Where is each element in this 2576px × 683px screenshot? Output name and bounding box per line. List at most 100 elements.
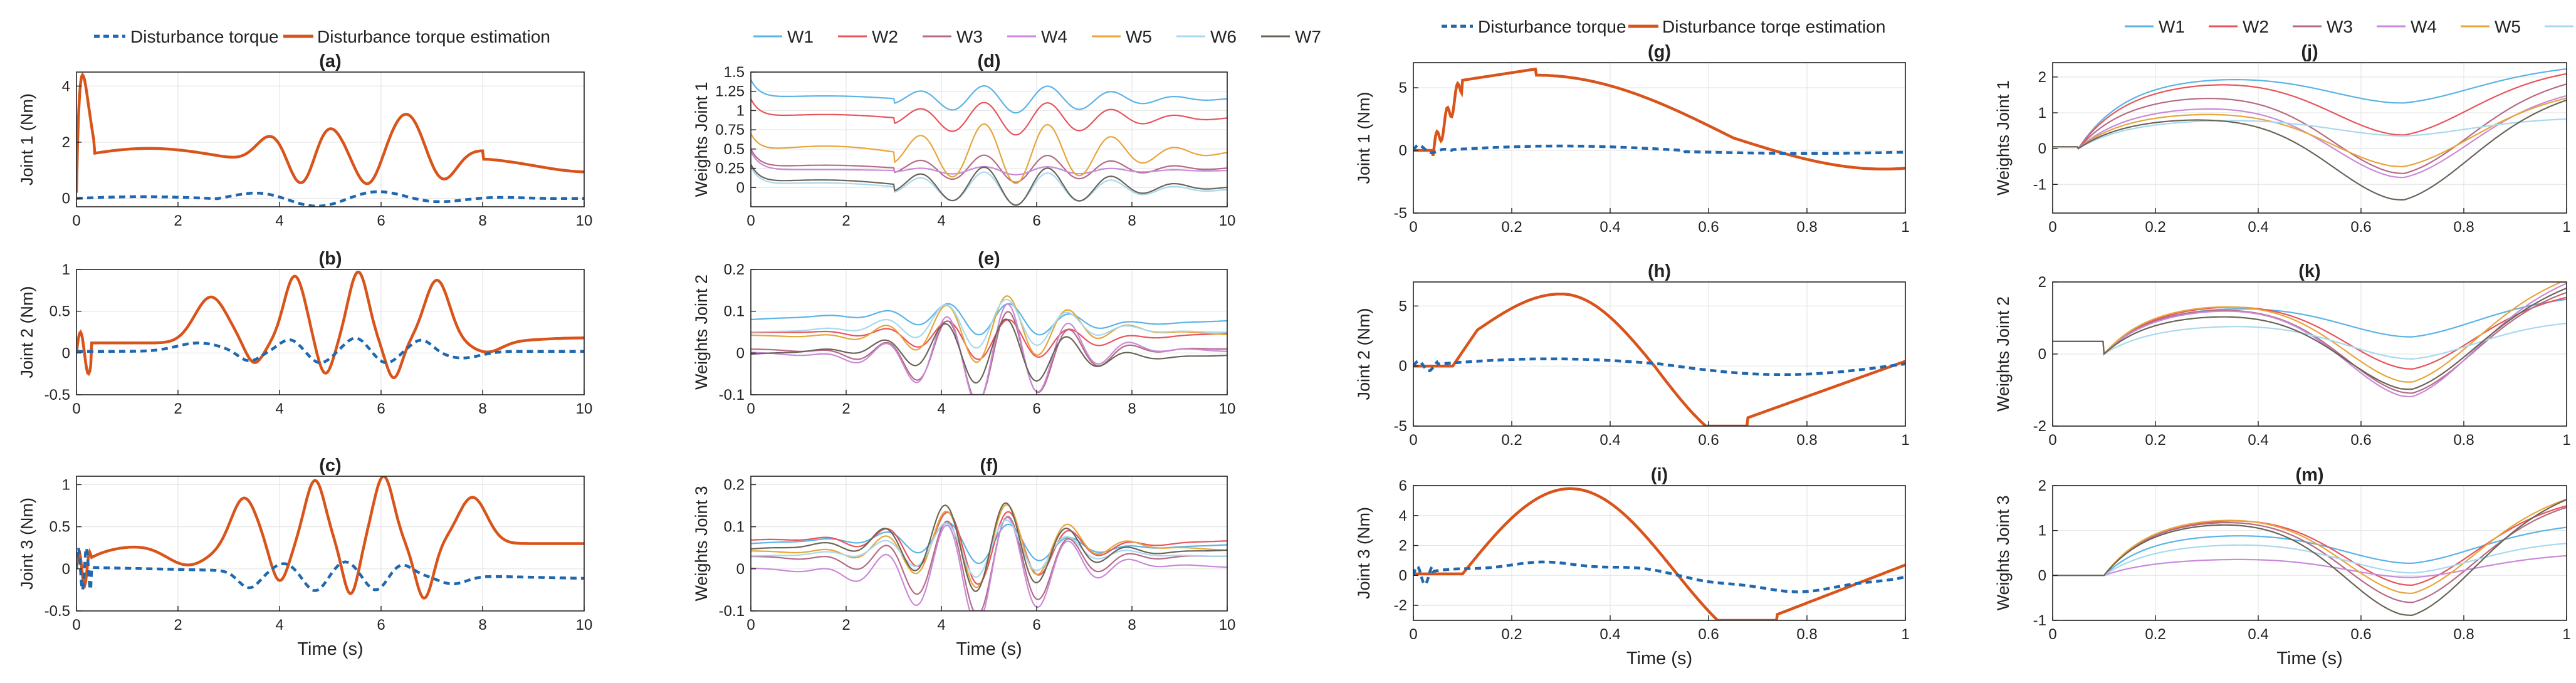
panel-g-series-torque [1413,143,1905,155]
panel-m-ytick-label-0: -1 [2033,612,2046,629]
panel-g-ytick-label-2: 5 [1399,80,1407,96]
legend-weight-label-7: W7 [1295,27,1321,46]
panel-m-xtick-label-3: 0.6 [2350,626,2371,643]
panel-g-xtick-label-0: 0 [1409,219,1417,236]
panel-i-xlabel: Time (s) [1626,649,1692,669]
panel-j-series-w7 [2053,99,2567,201]
panel-e-xtick-label-1: 2 [842,400,850,417]
panel-d-ytick-label-6: 1.5 [724,64,745,81]
panel-b-frame [76,269,585,395]
panel-d-frame [750,71,1228,207]
panel-c-ytick-label-3: 1 [62,476,70,493]
panel-g-series [1413,67,1905,171]
panel-h-xtick-label-5: 1 [1901,432,1909,449]
panel-j-series-w6 [2053,118,2567,150]
panel-j-xtick-label-1: 0.2 [2145,219,2165,236]
panel-i-series-estimate [1413,487,1905,620]
panel-k: 0 0.2 0.4 0.6 0.8 1-202(k)Weights Joint 2 [1994,261,2571,449]
legend-weight-label-4: W4 [1041,27,1067,46]
panel-e-series [751,295,1227,395]
panel-g-plot-area [1413,63,1905,213]
panel-g-frame [1413,62,1906,214]
panel-i-ytick-label-3: 4 [1399,508,1407,524]
panel-h-series-torque [1413,357,1905,377]
panel-b-series-estimate [76,270,584,379]
panel-c-ylabel: Joint 3 (Nm) [18,498,36,590]
legend-torque-right: Disturbance torque Disturbance torqe est… [1442,17,1885,36]
panel-e-title: (e) [978,249,1000,269]
panel-g-xtick-label-2: 0.4 [1600,219,1620,236]
panel-a-title: (a) [319,51,341,71]
panel-c-ytick-label-0: -0.5 [45,603,70,620]
panel-h-plot-area [1413,282,1905,426]
panel-a-xtick-label-3: 6 [377,212,385,229]
panel-j-xtick-label-0: 0 [2048,219,2056,236]
panel-f-xtick-label-3: 6 [1032,617,1040,633]
panel-k-xtick-label-4: 0.8 [2453,432,2474,449]
legend-weight-label-1: W1 [787,27,814,46]
panel-i-xtick-label-2: 0.4 [1600,626,1620,643]
panel-b-ytick-label-1: 0 [62,345,70,362]
panel-h-series [1413,292,1905,426]
panel-d-series [751,79,1227,206]
legend-weight-label-5: W5 [2495,17,2521,36]
panel-a-plot-area [76,72,584,207]
panel-i-xtick-label-4: 0.8 [1796,626,1817,643]
legend-weight-label-2: W2 [2243,17,2269,36]
panel-c-series-estimate [76,476,584,600]
panel-h-xtick-label-2: 0.4 [1600,432,1620,449]
panel-g-title: (g) [1648,42,1671,62]
panel-j-series [2053,68,2567,201]
panel-b-xtick-label-0: 0 [72,400,80,417]
panel-i-xtick-label-5: 1 [1901,626,1909,643]
panel-e-series-w6 [751,298,1227,349]
panel-d-title: (d) [977,51,1000,71]
panel-b-series [76,270,584,379]
panel-f-xtick-label-1: 2 [842,617,850,633]
panel-c-series-torque [76,547,584,592]
panel-e-ylabel: Weights Joint 2 [692,274,711,390]
panel-m-xtick-label-1: 0.2 [2145,626,2165,643]
panel-f-ytick-label-0: -0.1 [719,603,745,620]
legend-weight-label-6: W6 [1210,27,1237,46]
panel-k-xtick-label-5: 1 [2562,432,2570,449]
panel-f-ylabel: Weights Joint 3 [692,486,711,601]
panel-h-xtick-label-0: 0 [1409,432,1417,449]
panel-j-xtick-label-2: 0.4 [2248,219,2268,236]
panel-e-series-w1 [751,303,1227,336]
panel-e-xtick-label-5: 10 [1219,400,1236,417]
panel-m-ytick-label-3: 2 [2038,477,2046,494]
panel-j-xtick-label-5: 1 [2562,219,2570,236]
panel-g-ytick-label-0: -5 [1394,205,1407,222]
panel-m-title: (m) [2295,465,2323,485]
panel-d-ytick-label-5: 1.25 [715,83,745,100]
panel-j-frame [2052,62,2567,214]
panel-e: 0 2 4 6 8 10-0.100.10.2(e)Weights Joint 2 [692,249,1235,417]
panel-e-ytick-label-2: 0.1 [724,303,745,320]
panel-g-xtick-label-4: 0.8 [1796,219,1817,236]
panel-m-xlabel: Time (s) [2276,649,2342,669]
panel-h-title: (h) [1648,261,1671,281]
panel-b-xtick-label-3: 6 [377,400,385,417]
panel-j-ytick-label-1: 0 [2038,140,2046,157]
panel-j-xtick-label-3: 0.6 [2350,219,2371,236]
panel-c-frame [76,476,585,612]
panel-e-series-w2 [751,318,1227,360]
panel-c-xtick-label-3: 6 [377,617,385,633]
panel-d-series-w6 [751,166,1227,206]
panel-c-xtick-label-5: 10 [576,617,593,633]
panel-f: 0 2 4 6 8 10-0.100.10.2(f)Weights Joint 3Time… [692,456,1235,659]
panel-m-xtick-label-2: 0.4 [2248,626,2268,643]
panel-f-series-w4 [751,516,1227,611]
panel-a-xtick-label-2: 4 [275,212,283,229]
panel-g-xtick-label-3: 0.6 [1698,219,1719,236]
panel-c-ytick-label-2: 0.5 [50,519,70,536]
panel-d-series-w7 [751,164,1227,206]
panel-k-xtick-label-3: 0.6 [2350,432,2371,449]
legend-weight-label-3: W3 [956,27,983,46]
panel-a-frame [76,71,585,207]
panel-m-series-w1 [2053,526,2567,576]
panel-b-ytick-label-0: -0.5 [45,387,70,404]
panel-k-ytick-label-0: -2 [2033,418,2046,435]
